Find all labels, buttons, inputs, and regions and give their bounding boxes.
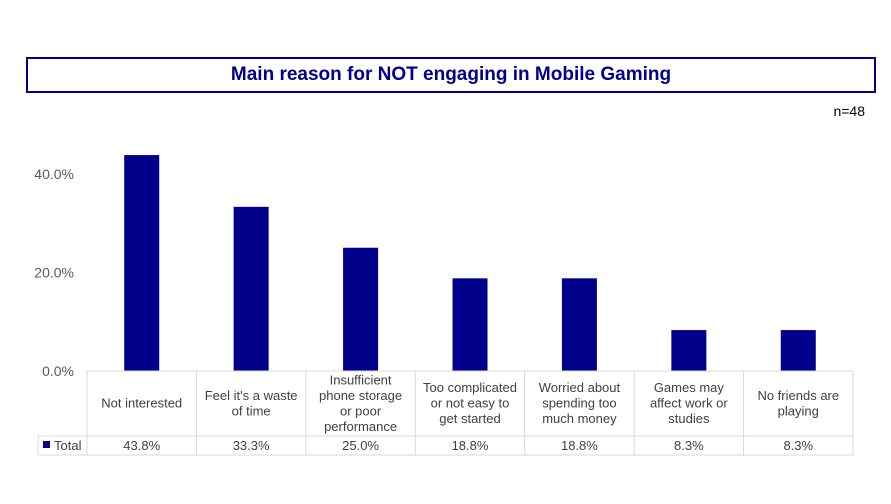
bar — [233, 206, 269, 371]
category-label: Too complicated or not easy to get started — [423, 380, 517, 426]
bar — [561, 278, 597, 371]
y-tick-label: 40.0% — [34, 166, 74, 182]
bar — [124, 155, 160, 371]
data-value-label: 25.0% — [342, 438, 379, 453]
data-value-label: 33.3% — [233, 438, 270, 453]
bar — [671, 330, 707, 371]
legend-label: Total — [54, 438, 82, 453]
chart-title: Main reason for NOT engaging in Mobile G… — [26, 57, 876, 93]
data-value-label: 18.8% — [452, 438, 489, 453]
sample-size: n=48 — [833, 103, 865, 119]
data-value-label: 18.8% — [561, 438, 598, 453]
bar — [780, 330, 816, 371]
y-tick-label: 20.0% — [34, 264, 74, 280]
data-value-label: 43.8% — [123, 438, 160, 453]
y-tick-label: 0.0% — [42, 363, 74, 379]
category-label: Worried about spending too much money — [539, 380, 621, 426]
category-label: Insufficient phone storage or poor performa… — [319, 372, 402, 434]
category-label: Feel it's a waste of time — [205, 388, 298, 419]
category-label: No friends are playing — [757, 388, 839, 419]
legend-key — [43, 441, 50, 448]
bar — [343, 247, 379, 371]
category-label: Games may affect work or studies — [650, 380, 728, 426]
category-label: Not interested — [101, 396, 182, 411]
data-value-label: 8.3% — [674, 438, 704, 453]
data-value-label: 8.3% — [783, 438, 813, 453]
bar — [452, 278, 488, 371]
